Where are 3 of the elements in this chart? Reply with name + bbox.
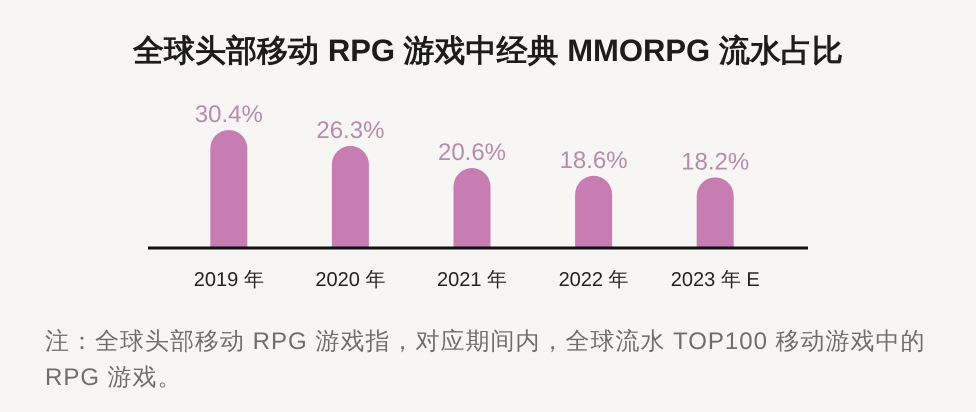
annotation: RPG 游戏。 <box>45 364 183 391</box>
annotation: 注：全球头部移动 RPG 游戏指，对应期间内，全球流水 TOP100 移动游戏中的 <box>45 328 926 355</box>
title: 全球头部移动 RPG 游戏中经典 MMORPG 流水占比 <box>133 33 843 68</box>
